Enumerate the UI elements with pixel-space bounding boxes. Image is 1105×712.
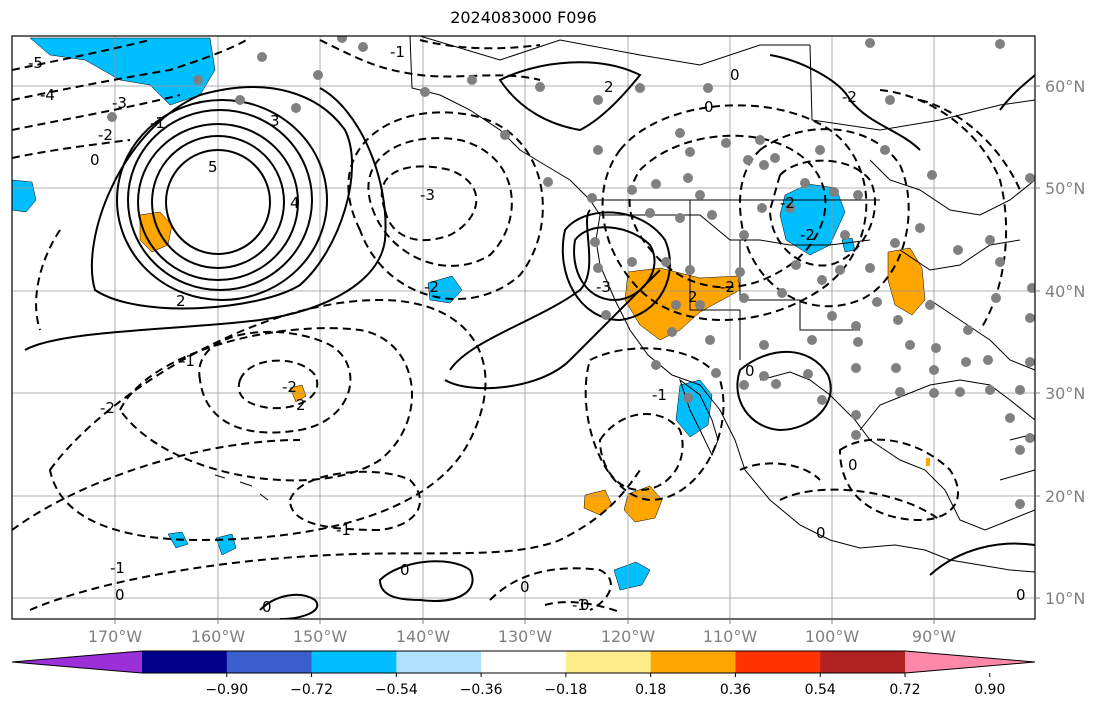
colorbar-segment [396, 651, 482, 673]
contour-label: -5 [28, 54, 43, 72]
contour-label: -2 [720, 278, 735, 296]
contour-label: -1 [336, 521, 351, 539]
colorbar-tick-label: −0.18 [544, 682, 587, 698]
orange-shade [926, 458, 930, 466]
colorbar-segment [820, 651, 906, 673]
contour-label: 4 [290, 194, 300, 212]
contour-label: 2 [176, 292, 186, 310]
station-dots [107, 36, 1035, 509]
colorbar-tick-label: −0.54 [375, 682, 418, 698]
contour-label: -2 [98, 126, 113, 144]
colorbar-tick-label: 0.18 [635, 682, 666, 698]
lat-tick-label: 50°N [1045, 179, 1085, 198]
colorbar-tick-label: 0.90 [974, 682, 1005, 698]
contour-label: -1 [180, 352, 195, 370]
colorbar-outline [11, 650, 1036, 674]
contour-label: 2 [296, 396, 306, 414]
contour-label: -1 [572, 596, 587, 614]
contour-label: -3 [596, 278, 611, 296]
lon-tick-label: 160°W [191, 627, 246, 646]
map-frame [11, 35, 1036, 620]
shaded-fields [12, 37, 930, 591]
contour-label: 0 [90, 151, 100, 169]
contour-label: 0 [580, 596, 590, 614]
contour-label: -1 [390, 43, 405, 61]
orange-shade [887, 247, 926, 316]
contour-label: 5 [208, 158, 218, 176]
contour-label: -2 [282, 378, 297, 396]
lat-axis: 60°N 50°N 40°N 30°N 20°N 10°N [1035, 77, 1085, 608]
map-area: -5 -4 -3 -2 -1 0 5 4 3 2 -3 -2 -2 2 -2 -… [12, 36, 1035, 619]
colorbar-segment [481, 651, 567, 673]
contour-label: 2 [604, 78, 614, 96]
contour-label: 2 [688, 288, 698, 306]
colorbar-extend-min [12, 651, 142, 673]
graticule [12, 36, 1035, 619]
contour-label: -2 [424, 278, 439, 296]
colorbar-segment [226, 651, 313, 673]
lat-tick-label: 60°N [1045, 77, 1085, 96]
contour-label: 0 [400, 561, 410, 579]
colorbar-extend-max [905, 651, 1035, 673]
contours [24, 54, 1035, 619]
contour-label: 0 [704, 98, 714, 116]
contour-label: 0 [520, 578, 530, 596]
orange-shade [624, 267, 741, 341]
contour-label: -2 [780, 194, 795, 212]
lat-tick-label: 10°N [1045, 589, 1085, 608]
contour-label: 0 [848, 456, 858, 474]
contour-label: 0 [745, 362, 755, 380]
contour-label: -1 [150, 114, 165, 132]
contour-label: -1 [110, 559, 125, 577]
colorbar-tick-label: 0.36 [720, 682, 751, 698]
contour-labels: -5 -4 -3 -2 -1 0 5 4 3 2 -3 -2 -2 2 -2 -… [28, 43, 1026, 616]
lon-tick-label: 100°W [805, 627, 860, 646]
colorbar-tick-label: −0.72 [290, 682, 333, 698]
contour-label: 0 [262, 598, 272, 616]
lat-tick-label: 40°N [1045, 282, 1085, 301]
lon-tick-label: 90°W [912, 627, 956, 646]
colorbar: −0.90 −0.72 −0.54 −0.36 −0.18 0.18 0.36 0.54 0.7… [11, 650, 1036, 698]
map-title: 2024083000 F096 [450, 8, 597, 27]
contour-label: 0 [816, 524, 826, 542]
lon-tick-label: 150°W [293, 627, 348, 646]
contour-label: 0 [1016, 586, 1026, 604]
lon-axis: 170°W 160°W 150°W 140°W 130°W 120°W 110°… [88, 619, 956, 646]
contour-label: -1 [652, 386, 667, 404]
lon-tick-label: 170°W [88, 627, 143, 646]
lon-tick-label: 110°W [703, 627, 758, 646]
lon-tick-label: 130°W [498, 627, 553, 646]
lon-tick-label: 120°W [601, 627, 656, 646]
contour-label: -3 [420, 186, 435, 204]
colorbar-tick-label: 0.72 [889, 682, 920, 698]
colorbar-segment [565, 651, 652, 673]
colorbar-tick-label: 0.54 [805, 682, 836, 698]
contour-label: -3 [112, 94, 127, 112]
colorbar-segment [142, 651, 228, 673]
lon-tick-label: 140°W [396, 627, 451, 646]
colorbar-segment [735, 651, 821, 673]
blue-shade [613, 561, 651, 591]
contour-label: -2 [800, 226, 815, 244]
colorbar-tick-label: −0.36 [460, 682, 503, 698]
lat-tick-label: 20°N [1045, 487, 1085, 506]
colorbar-tick-label: −0.90 [205, 682, 248, 698]
orange-shade [289, 384, 307, 403]
contour-label: 3 [270, 112, 280, 130]
lat-tick-label: 30°N [1045, 384, 1085, 403]
contour-label: -4 [40, 86, 55, 104]
contour-label: -2 [100, 399, 115, 417]
contour-label: 0 [730, 66, 740, 84]
contour-label: 0 [115, 586, 125, 604]
contour-label: -2 [842, 88, 857, 106]
colorbar-segment [311, 651, 397, 673]
colorbar-segment [650, 651, 736, 673]
